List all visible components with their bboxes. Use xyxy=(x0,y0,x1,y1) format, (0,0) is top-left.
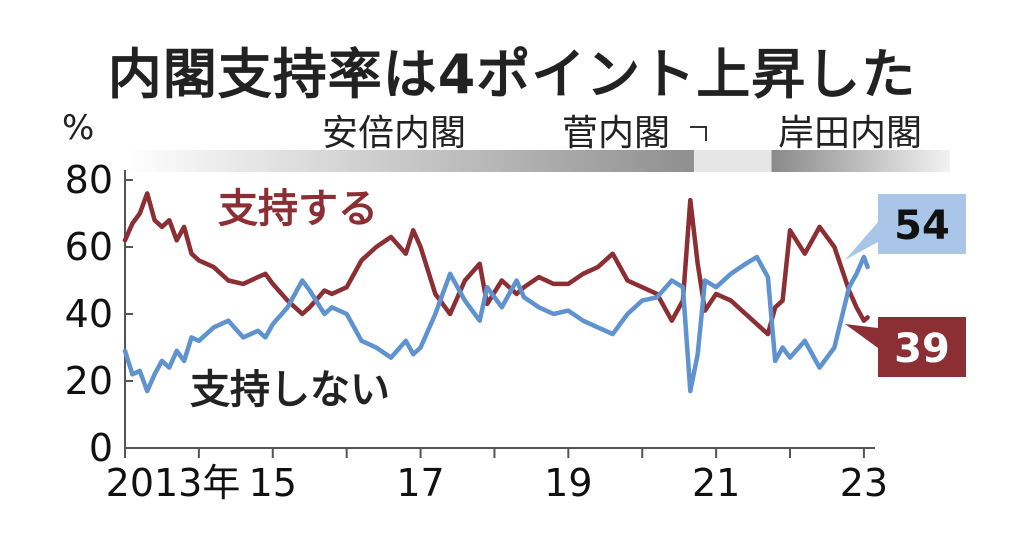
y-tick-label: 0 xyxy=(89,426,113,470)
x-tick-label: 2013年 xyxy=(106,461,241,505)
era-label-suga: 菅内閣 xyxy=(562,113,671,154)
y-tick-label: 40 xyxy=(65,292,113,336)
series-label-nonsupport: 支持しない xyxy=(190,367,390,413)
era-band xyxy=(693,150,772,172)
callout-nonsupport-latest: 54 xyxy=(845,194,966,260)
x-tick-label: 15 xyxy=(249,461,297,505)
callout-box xyxy=(878,317,966,377)
y-tick-label: 60 xyxy=(65,225,113,269)
era-label-kishida: 岸田内閣 xyxy=(778,113,923,154)
x-tick-label: 21 xyxy=(692,461,740,505)
era-label-abe: 安倍内閣 xyxy=(322,113,467,154)
series-line-nonsupport xyxy=(122,254,870,394)
era-band xyxy=(771,150,950,172)
y-axis-unit: % xyxy=(62,108,95,148)
x-tick-label: 17 xyxy=(396,461,444,505)
callout-pointer xyxy=(845,324,878,348)
x-tick-label: 19 xyxy=(544,461,592,505)
series-line-support xyxy=(122,191,870,337)
callout-value: 39 xyxy=(894,326,950,372)
chart-title: 内閣支持率は4ポイント上昇した xyxy=(107,43,917,106)
y-tick-label: 20 xyxy=(65,359,113,403)
x-tick-label: 23 xyxy=(840,461,888,505)
era-band xyxy=(125,150,694,172)
callout-pointer xyxy=(845,222,878,260)
y-tick-label: 80 xyxy=(65,158,113,202)
callout-support-latest: 39 xyxy=(845,317,966,377)
callout-value: 54 xyxy=(894,203,950,249)
callout-box xyxy=(878,194,966,254)
series-label-support: 支持する xyxy=(218,186,378,232)
suga-era-bracket xyxy=(690,126,707,141)
